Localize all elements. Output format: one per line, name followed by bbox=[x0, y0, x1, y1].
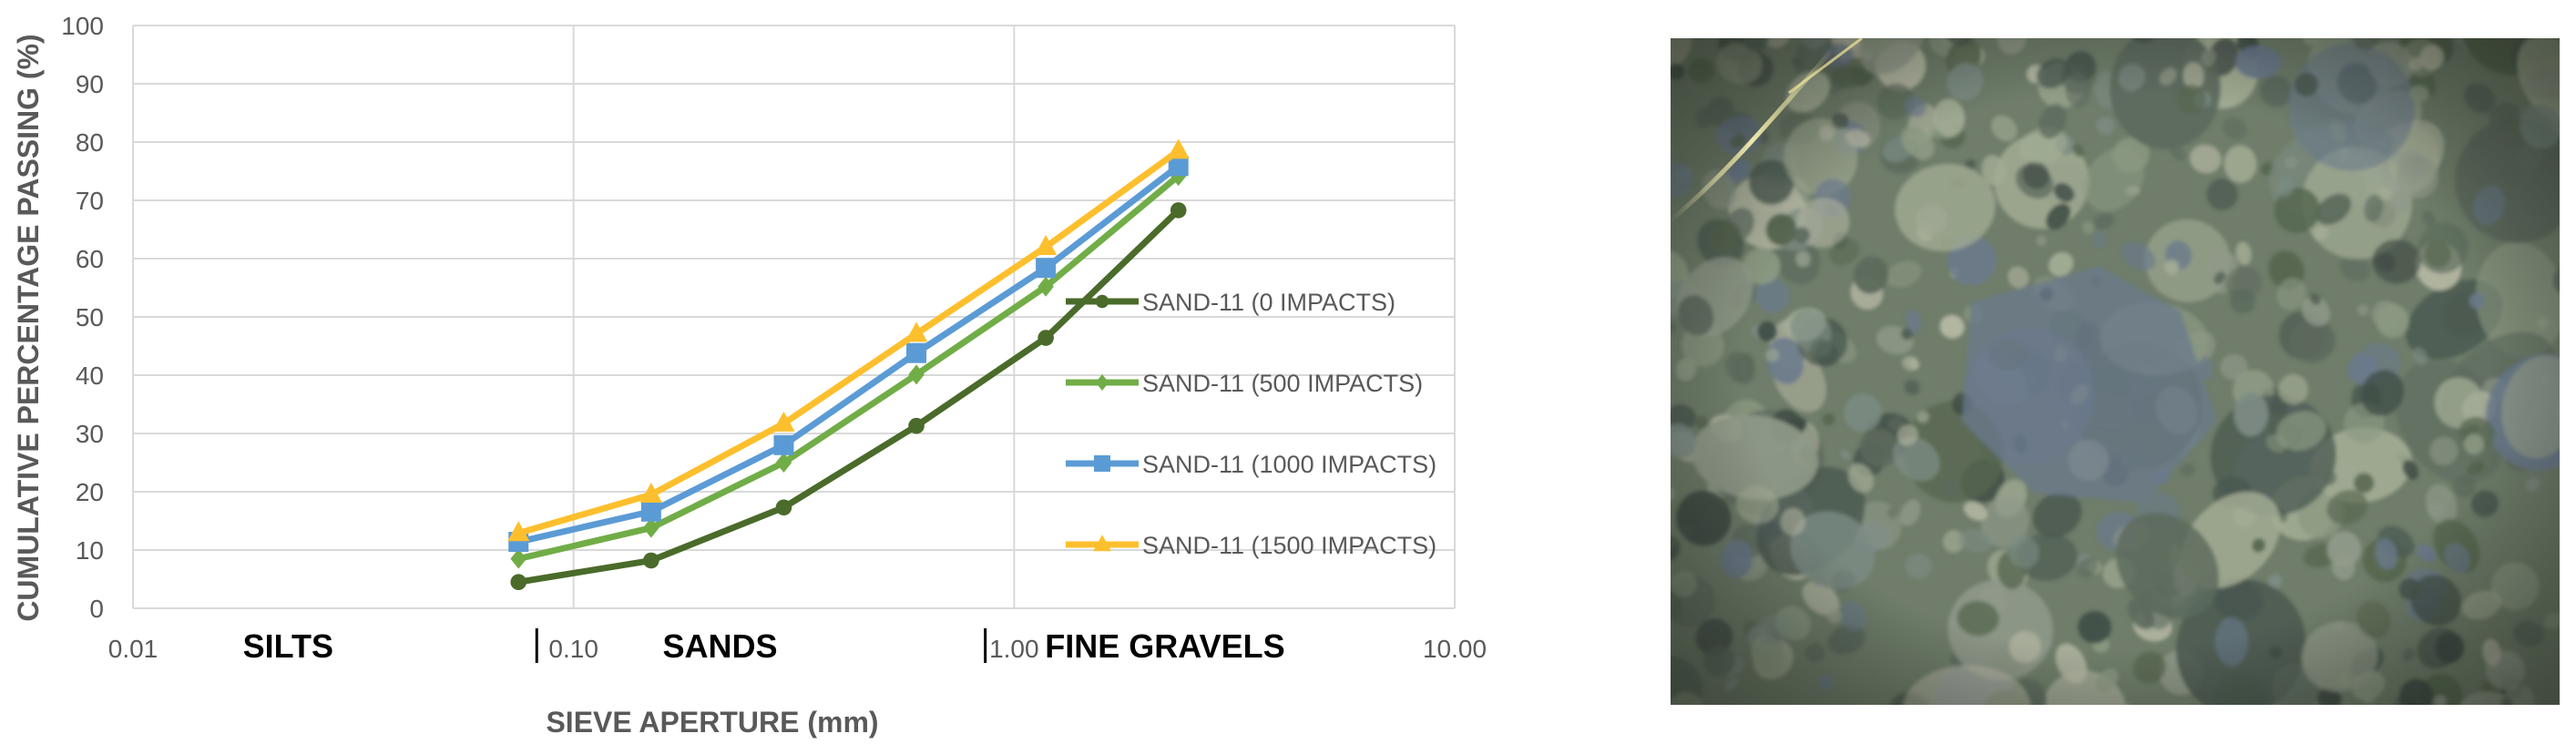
y-tick-label: 90 bbox=[76, 70, 104, 98]
light-streak bbox=[1671, 46, 1836, 222]
legend-entry: SAND-11 (500 IMPACTS) bbox=[1142, 370, 1423, 397]
y-tick-label: 70 bbox=[76, 187, 104, 215]
series-line bbox=[517, 208, 1181, 586]
x-tick-label: 0.10 bbox=[548, 635, 598, 663]
series-line bbox=[517, 173, 1181, 563]
data-point bbox=[773, 434, 794, 455]
data-point bbox=[1093, 535, 1111, 552]
data-point bbox=[1094, 455, 1110, 472]
data-point bbox=[1038, 276, 1054, 297]
data-point bbox=[772, 411, 795, 432]
data-point bbox=[510, 548, 527, 569]
grain-size-chart: 0 10 20 30 40 50 60 70 80 90 100 0.01 0.10 1.00 10.00… bbox=[12, 12, 1487, 739]
data-point bbox=[640, 501, 661, 522]
data-point bbox=[643, 552, 659, 569]
y-tick-label: 40 bbox=[76, 362, 104, 390]
data-point bbox=[507, 521, 530, 542]
y-tick-label: 60 bbox=[76, 245, 104, 273]
zone-label: FINE GRAVELS bbox=[1045, 627, 1284, 665]
series-1 bbox=[510, 202, 1187, 590]
data-point bbox=[510, 574, 527, 590]
data-point bbox=[908, 364, 925, 385]
y-axis-ticks: 0 10 20 30 40 50 60 70 80 90 100 bbox=[61, 12, 104, 623]
data-point bbox=[1036, 258, 1057, 279]
series-line bbox=[517, 148, 1181, 536]
series-4 bbox=[507, 138, 1190, 542]
y-tick-label: 0 bbox=[89, 595, 104, 623]
photo-vignette bbox=[1671, 38, 2560, 705]
series-line bbox=[517, 163, 1181, 545]
data-point bbox=[1170, 202, 1187, 219]
data-point bbox=[639, 483, 662, 503]
gridlines bbox=[132, 25, 1456, 609]
y-tick-label: 10 bbox=[76, 536, 104, 565]
x-tick-label: 1.00 bbox=[989, 635, 1039, 663]
data-series bbox=[507, 138, 1190, 590]
y-tick-label: 80 bbox=[76, 128, 104, 157]
y-tick-label: 50 bbox=[76, 303, 104, 331]
zone-label: SILTS bbox=[243, 627, 333, 665]
data-point bbox=[775, 499, 792, 516]
x-axis-ticks: 0.01 0.10 1.00 10.00 bbox=[108, 635, 1487, 663]
soil-zones: SILTS SANDS FINE GRAVELS bbox=[243, 627, 1285, 665]
legend-entry: SAND-11 (1500 IMPACTS) bbox=[1142, 532, 1436, 559]
data-point bbox=[1035, 235, 1058, 255]
x-tick-label: 10.00 bbox=[1423, 635, 1487, 663]
y-tick-label: 30 bbox=[76, 420, 104, 448]
x-axis-title: SIEVE APERTURE (mm) bbox=[546, 706, 878, 739]
y-tick-label: 100 bbox=[61, 12, 104, 40]
data-point bbox=[908, 417, 925, 434]
legend-entry: SAND-11 (0 IMPACTS) bbox=[1142, 289, 1395, 316]
data-point bbox=[643, 517, 659, 538]
data-point bbox=[906, 342, 927, 363]
data-point bbox=[1167, 138, 1190, 159]
y-tick-label: 20 bbox=[76, 478, 104, 506]
data-point bbox=[905, 321, 928, 342]
y-axis-title: CUMULATIVE PERCENTAGE PASSING (%) bbox=[12, 34, 45, 621]
legend: SAND-11 (0 IMPACTS) SAND-11 (500 IMPACTS)… bbox=[1066, 289, 1436, 559]
data-point bbox=[775, 453, 792, 473]
data-point bbox=[1168, 156, 1189, 177]
data-point bbox=[1095, 294, 1109, 309]
light-streak-2 bbox=[1788, 38, 1863, 95]
sand-sample-photo bbox=[1671, 38, 2560, 705]
data-point bbox=[1038, 330, 1054, 346]
legend-entry: SAND-11 (1000 IMPACTS) bbox=[1142, 451, 1436, 478]
zone-label: SANDS bbox=[662, 627, 777, 665]
x-tick-label: 0.01 bbox=[108, 635, 158, 663]
data-point bbox=[1095, 374, 1109, 391]
